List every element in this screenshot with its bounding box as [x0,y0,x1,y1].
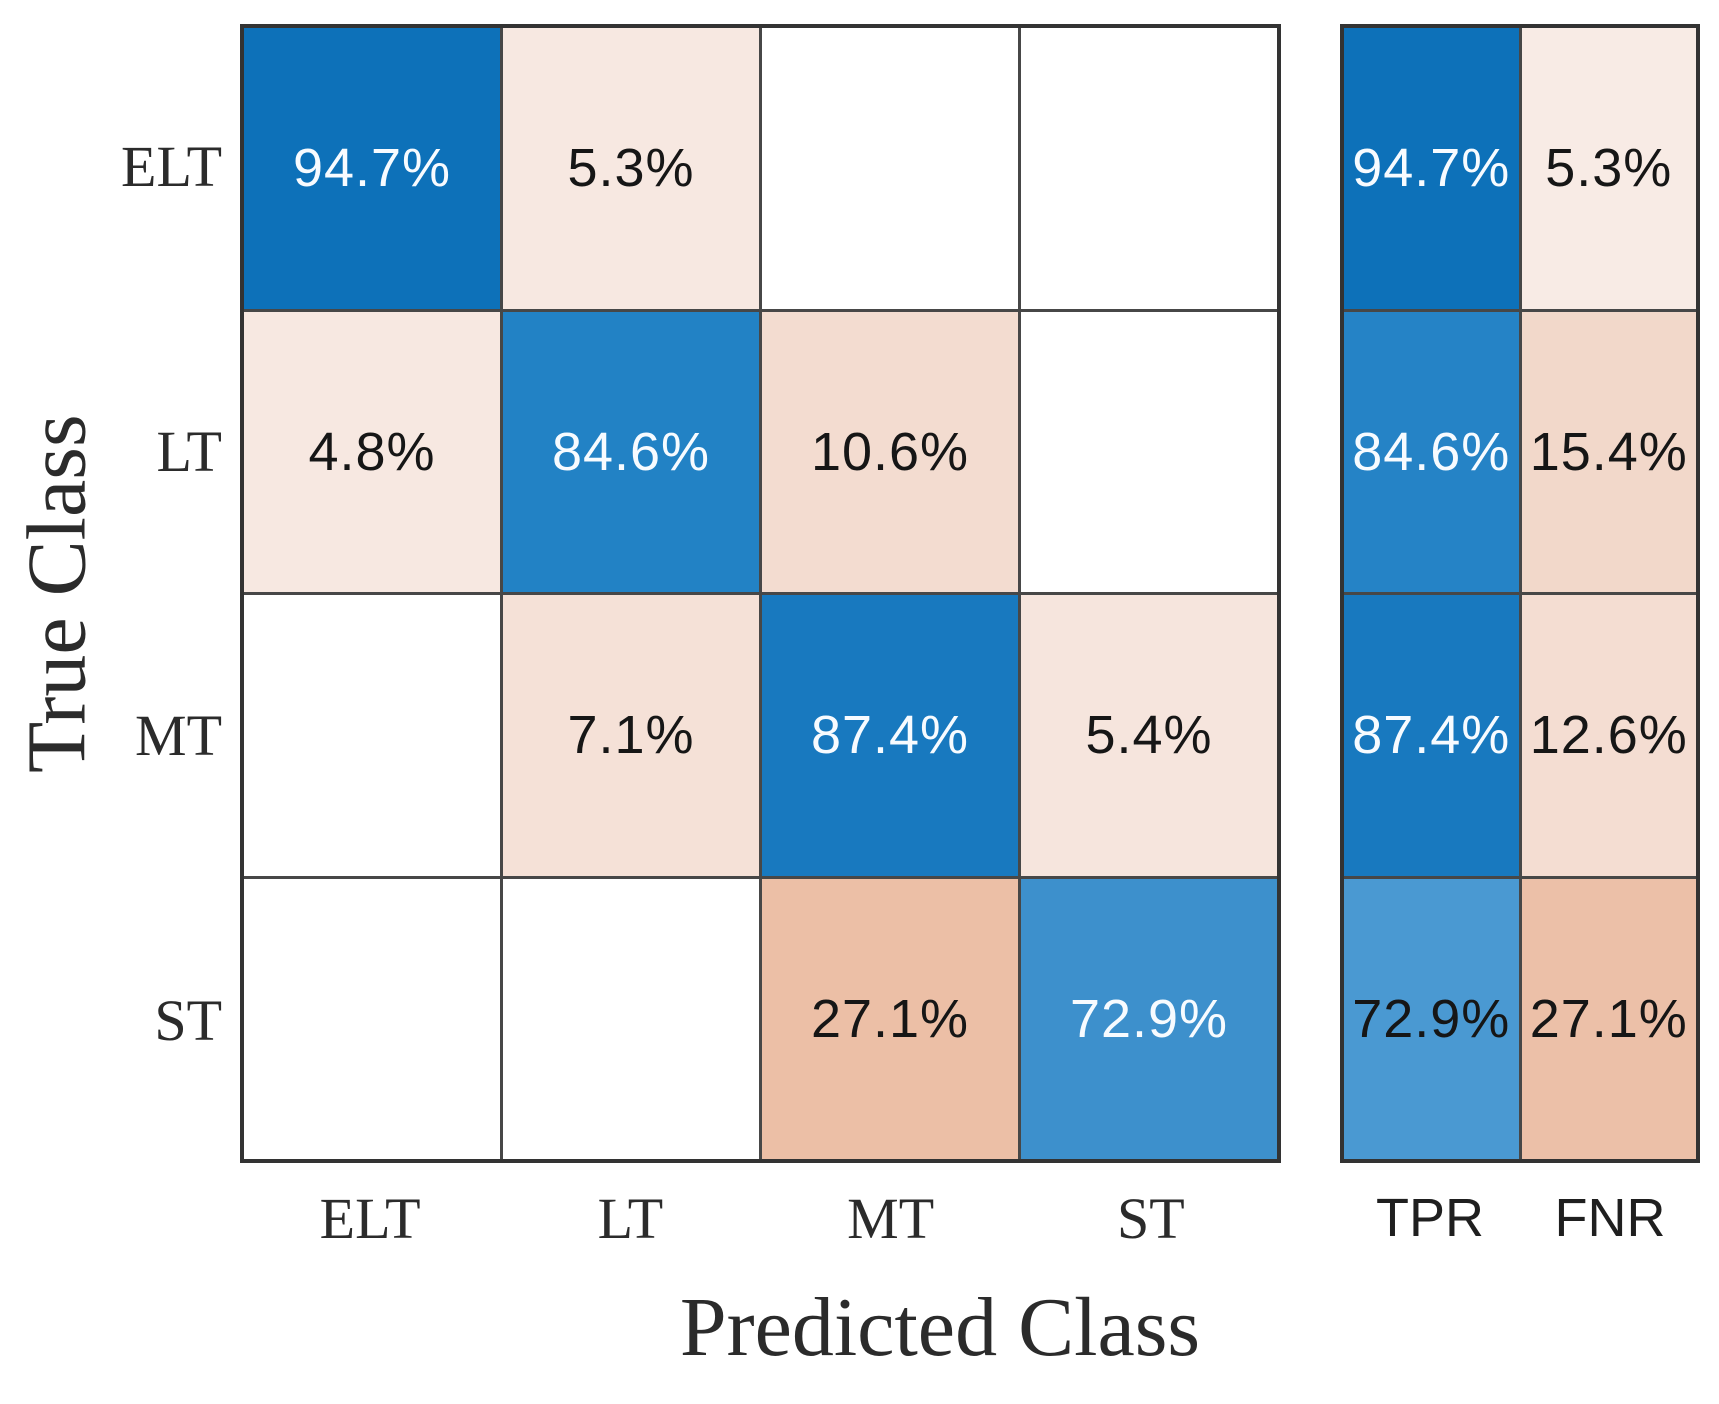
x-tick-label-LT: LT [597,1185,664,1251]
x-tick-label-FNR: FNR [1554,1188,1666,1248]
x-axis-title: Predicted Class [679,1280,1201,1374]
x-axis-tick-labels: ELT LT MT ST [240,1178,1281,1258]
x-tick-label-MT: MT [847,1185,935,1251]
summary-cell-MT-TPR: 87.4% [1344,595,1519,876]
matrix-cell-LT-LT: 84.6% [503,311,759,592]
x-tick-label-ELT: ELT [319,1185,421,1251]
matrix-cell-ST-MT: 27.1% [762,878,1018,1159]
x-tick-label-ST: ST [1117,1185,1185,1251]
summary-cell-ST-TPR: 72.9% [1344,878,1519,1159]
matrix-cell-ST-ST: 72.9% [1021,878,1277,1159]
matrix-cell-ST-ELT [244,878,500,1159]
summary-cell-ST-FNR: 27.1% [1521,878,1696,1159]
summary-cell-ELT-TPR: 94.7% [1344,28,1519,309]
matrix-cell-MT-MT: 87.4% [762,595,1018,876]
row-summary-grid: 94.7% 5.3% 84.6% 15.4% 87.4% 12.6% 72.9% 27.1% [1340,24,1700,1163]
y-tick-label-ELT: ELT [121,133,222,199]
matrix-cell-MT-ST: 5.4% [1021,595,1277,876]
matrix-cell-MT-ELT [244,595,500,876]
summary-cell-LT-FNR: 15.4% [1521,311,1696,592]
matrix-cell-ST-LT [503,878,759,1159]
matrix-cell-LT-MT: 10.6% [762,311,1018,592]
matrix-cell-LT-ELT: 4.8% [244,311,500,592]
matrix-cell-ELT-ELT: 94.7% [244,28,500,309]
y-tick-label-LT: LT [156,418,222,484]
y-tick-label-MT: MT [135,703,222,769]
summary-cell-LT-TPR: 84.6% [1344,311,1519,592]
matrix-cell-MT-LT: 7.1% [503,595,759,876]
confusion-matrix-grid: 94.7% 5.3% 4.8% 84.6% 10.6% 7.1% 87.4% 5.4% 27.1… [240,24,1281,1163]
matrix-cell-ELT-ST [1021,28,1277,309]
y-tick-label-ST: ST [154,988,222,1054]
summary-cell-ELT-FNR: 5.3% [1521,28,1696,309]
matrix-cell-ELT-LT: 5.3% [503,28,759,309]
matrix-cell-LT-ST [1021,311,1277,592]
summary-cell-MT-FNR: 12.6% [1521,595,1696,876]
summary-column-labels: TPR FNR [1340,1178,1700,1258]
y-axis-tick-labels: ELT LT MT ST [0,24,222,1163]
x-tick-label-TPR: TPR [1376,1188,1484,1248]
matrix-cell-ELT-MT [762,28,1018,309]
